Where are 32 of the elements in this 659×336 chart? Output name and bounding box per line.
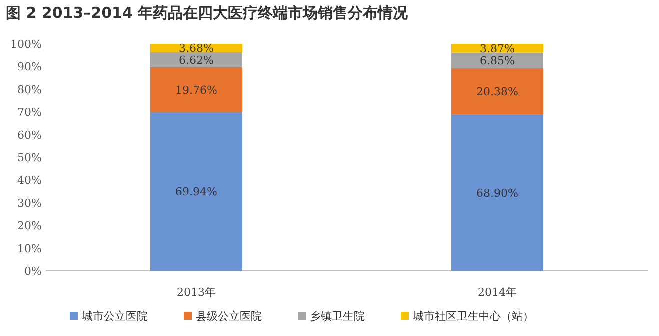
bar (452, 114, 544, 271)
data-label: 3.87% (480, 42, 515, 56)
y-tick-label: 10% (18, 242, 42, 256)
bar (150, 112, 242, 271)
y-tick-label: 80% (18, 83, 42, 96)
y-tick-label: 30% (18, 196, 42, 210)
y-tick-label: 60% (18, 128, 42, 142)
y-tick-label: 40% (18, 174, 42, 188)
chart-title: 图 2 2013–2014 年药品在四大医疗终端市场销售分布情况 (6, 4, 410, 22)
x-tick-label: 2014年 (478, 286, 517, 299)
y-tick-label: 20% (18, 220, 42, 233)
data-label: 68.90% (476, 186, 518, 200)
bar (452, 68, 544, 115)
x-tick-label: 2013年 (177, 286, 216, 299)
y-tick-label: 90% (18, 60, 42, 74)
y-tick-label: 100% (10, 38, 42, 51)
data-label: 6.85% (480, 54, 515, 68)
legend-label: 县级公立医院 (196, 310, 262, 323)
y-tick-label: 50% (18, 152, 42, 164)
data-label: 20.38% (476, 85, 518, 98)
bar (452, 52, 544, 68)
data-label: 19.76% (176, 84, 218, 97)
data-label: 69.94% (176, 186, 218, 199)
legend-label: 乡镇卫生院 (310, 310, 365, 323)
y-tick-label: 0% (24, 265, 42, 278)
data-label: 3.68% (179, 42, 214, 56)
bar (150, 67, 242, 112)
legend-label: 城市公立医院 (81, 310, 148, 323)
y-tick-label: 70% (18, 106, 42, 120)
bar (150, 52, 242, 68)
data-label: 6.62% (179, 54, 214, 67)
legend-label: 城市社区卫生中心（站） (412, 310, 534, 323)
